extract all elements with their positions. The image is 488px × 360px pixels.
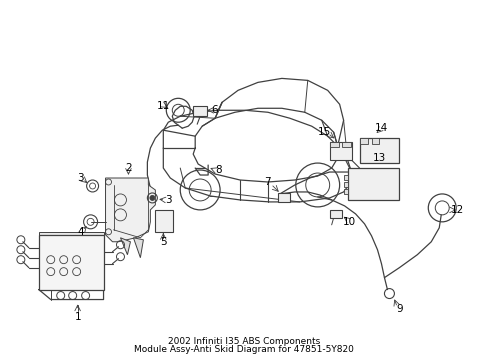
Bar <box>343 189 347 194</box>
Bar <box>193 106 207 116</box>
Text: 3: 3 <box>164 195 171 205</box>
Text: 14: 14 <box>374 123 387 133</box>
Bar <box>359 138 367 144</box>
Bar <box>347 168 399 200</box>
Bar <box>343 182 347 187</box>
Text: 15: 15 <box>317 127 331 137</box>
Text: 10: 10 <box>342 217 355 227</box>
Bar <box>329 210 341 218</box>
Bar <box>343 175 347 180</box>
Text: 2002 Infiniti I35 ABS Components: 2002 Infiniti I35 ABS Components <box>167 337 320 346</box>
Text: 9: 9 <box>395 305 402 315</box>
Text: 12: 12 <box>449 205 463 215</box>
Bar <box>39 235 103 289</box>
Bar <box>329 142 351 160</box>
Polygon shape <box>39 232 103 238</box>
Bar <box>371 138 379 144</box>
Text: 13: 13 <box>372 153 386 163</box>
Text: 7: 7 <box>264 177 271 187</box>
Bar <box>277 193 289 202</box>
Text: 2: 2 <box>125 163 131 173</box>
Polygon shape <box>120 238 130 255</box>
Bar <box>329 142 338 147</box>
Bar <box>359 138 399 163</box>
Text: 3: 3 <box>77 173 84 183</box>
Text: 4: 4 <box>77 227 84 237</box>
Text: 5: 5 <box>160 237 166 247</box>
Polygon shape <box>133 238 143 258</box>
Text: 6: 6 <box>210 105 217 115</box>
Text: 11: 11 <box>156 101 170 111</box>
Bar <box>155 210 173 232</box>
Text: Module Assy-Anti Skid Diagram for 47851-5Y820: Module Assy-Anti Skid Diagram for 47851-… <box>134 345 353 354</box>
Text: 1: 1 <box>74 312 81 323</box>
Polygon shape <box>105 178 155 242</box>
Circle shape <box>149 195 155 201</box>
Text: 8: 8 <box>214 165 221 175</box>
Bar <box>341 142 350 147</box>
